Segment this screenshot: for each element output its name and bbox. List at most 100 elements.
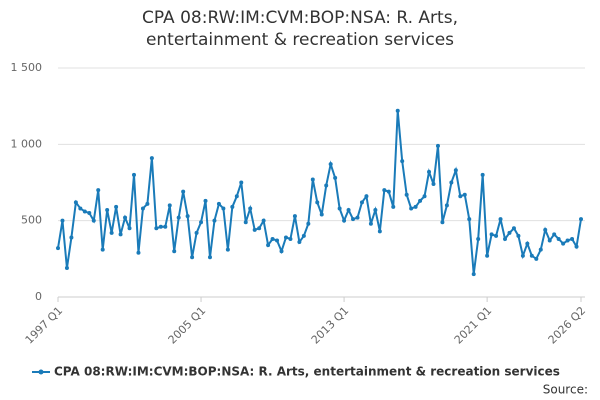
point — [449, 180, 454, 185]
point — [467, 217, 472, 222]
point — [413, 204, 418, 209]
x-tick-label: 2005 Q1 — [166, 304, 209, 347]
point — [543, 227, 548, 232]
point — [105, 207, 110, 212]
point — [377, 229, 382, 234]
point — [261, 218, 266, 223]
point — [158, 224, 163, 229]
point — [310, 177, 315, 182]
point — [78, 206, 83, 211]
point — [453, 168, 458, 173]
point — [373, 207, 378, 212]
point — [342, 218, 347, 223]
x-tick-label: 2021 Q1 — [452, 304, 495, 347]
point — [230, 204, 235, 209]
point — [131, 172, 136, 177]
point — [100, 247, 105, 252]
point — [511, 226, 516, 231]
point — [359, 200, 364, 205]
point — [239, 180, 244, 185]
point — [109, 230, 114, 235]
chart-title: CPA 08:RW:IM:CVM:BOP:NSA: R. Arts, enter… — [142, 8, 458, 50]
point — [114, 204, 119, 209]
point — [73, 200, 78, 205]
point — [346, 207, 351, 212]
point — [391, 204, 396, 209]
point — [248, 206, 253, 211]
point — [149, 156, 154, 161]
point — [252, 227, 257, 232]
point — [257, 226, 262, 231]
point — [163, 224, 168, 229]
point — [306, 221, 311, 226]
point — [203, 198, 208, 203]
point — [489, 232, 494, 237]
point — [275, 238, 280, 243]
point — [243, 220, 248, 225]
point — [190, 255, 195, 260]
point — [480, 172, 485, 177]
point — [525, 241, 530, 246]
series-line — [57, 110, 582, 275]
point — [64, 265, 69, 270]
point — [123, 215, 128, 220]
point — [324, 183, 329, 188]
point — [574, 244, 579, 249]
y-tick-label: 0 — [35, 290, 42, 303]
point — [386, 189, 391, 194]
point — [87, 211, 92, 216]
point — [60, 218, 65, 223]
point — [431, 182, 436, 187]
point — [172, 249, 177, 254]
point — [145, 201, 150, 206]
point — [315, 200, 320, 205]
y-tick-label: 500 — [21, 214, 42, 227]
point — [181, 189, 186, 194]
point — [565, 238, 570, 243]
point — [127, 226, 132, 231]
point — [435, 143, 440, 148]
point — [185, 214, 190, 219]
point — [234, 194, 239, 199]
point — [225, 247, 230, 252]
point — [56, 246, 60, 251]
point — [351, 217, 356, 222]
point — [176, 215, 181, 220]
point — [212, 218, 217, 223]
point — [561, 241, 566, 246]
y-tick-label: 1 000 — [11, 137, 43, 150]
x-tick-label: 2026 Q2 — [546, 304, 589, 347]
point — [538, 247, 543, 252]
point — [462, 192, 467, 197]
point — [516, 233, 521, 238]
point — [199, 220, 204, 225]
point — [167, 203, 172, 208]
point — [337, 206, 342, 211]
point — [82, 209, 87, 214]
y-tick-label: 1 500 — [11, 61, 43, 74]
point — [520, 253, 525, 258]
point — [140, 206, 145, 211]
point — [529, 253, 534, 258]
legend-marker — [38, 369, 44, 375]
point — [292, 214, 297, 219]
point — [270, 236, 275, 241]
point — [556, 236, 561, 241]
point — [91, 218, 96, 223]
point — [422, 194, 427, 199]
point — [395, 108, 400, 113]
point — [279, 249, 284, 254]
point — [494, 233, 499, 238]
point — [471, 272, 476, 277]
point — [570, 236, 575, 241]
footer: Source: — [543, 383, 588, 397]
point — [485, 253, 490, 258]
point — [458, 194, 463, 199]
point — [534, 256, 539, 261]
point — [409, 206, 414, 211]
point — [216, 201, 221, 206]
point — [579, 217, 583, 222]
point — [552, 232, 557, 237]
point — [355, 215, 360, 220]
point — [427, 169, 432, 174]
